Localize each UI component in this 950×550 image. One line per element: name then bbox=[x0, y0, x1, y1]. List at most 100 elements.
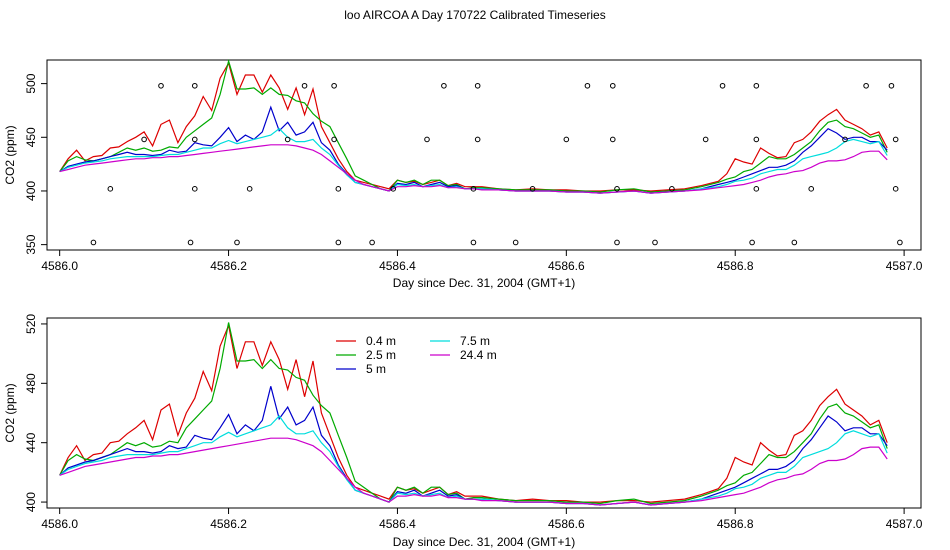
x-axis: 4586.0 4586.2 4586.4 4586.6 4586.8 4587.0 bbox=[41, 250, 923, 273]
data-point bbox=[669, 186, 675, 192]
data-point bbox=[512, 239, 519, 246]
y-tick-label: 520 bbox=[24, 314, 38, 334]
x-tick-label: 4586.8 bbox=[717, 259, 754, 273]
data-point bbox=[424, 136, 430, 143]
data-point bbox=[614, 239, 620, 246]
data-point bbox=[470, 239, 477, 246]
y-tick-label: 400 bbox=[24, 492, 38, 512]
data-point bbox=[331, 136, 337, 143]
data-point bbox=[335, 186, 342, 192]
data-point bbox=[441, 82, 447, 89]
chart-panel-bottom: 4586.0 4586.2 4586.4 4586.6 4586.8 4587.0 400… bbox=[3, 314, 923, 549]
legend-label: 24.4 m bbox=[460, 348, 497, 362]
series-line-5-m bbox=[59, 386, 888, 506]
data-point bbox=[158, 82, 164, 89]
data-point bbox=[808, 186, 815, 192]
data-point bbox=[474, 82, 481, 89]
data-point bbox=[652, 239, 658, 246]
data-point bbox=[609, 136, 616, 143]
series-line-0-4-m bbox=[59, 323, 888, 503]
x-axis-label: Day since Dec. 31, 2004 (GMT+1) bbox=[393, 535, 575, 549]
series-line-5-m bbox=[59, 105, 888, 194]
data-point bbox=[584, 82, 591, 89]
data-point bbox=[107, 186, 114, 192]
plot-frame bbox=[46, 59, 922, 251]
plot-frame bbox=[46, 317, 922, 509]
x-tick-label: 4586.8 bbox=[717, 517, 754, 531]
x-tick-label: 4587.0 bbox=[886, 259, 923, 273]
series-line-24-4-m bbox=[59, 144, 888, 194]
y-axis-label: CO2 (ppm) bbox=[3, 383, 17, 442]
series-line-2-5-m bbox=[59, 58, 888, 193]
data-point bbox=[753, 82, 760, 89]
legend-label: 7.5 m bbox=[460, 334, 490, 348]
x-tick-label: 4586.4 bbox=[379, 517, 416, 531]
x-axis-label: Day since Dec. 31, 2004 (GMT+1) bbox=[393, 276, 575, 290]
data-point bbox=[749, 239, 755, 246]
x-tick-label: 4586.2 bbox=[210, 517, 247, 531]
data-point bbox=[470, 186, 477, 192]
page-title: loo AIRCOA A Day 170722 Calibrated Times… bbox=[344, 8, 606, 22]
series-line-7-5-m bbox=[59, 127, 888, 194]
data-point bbox=[563, 136, 570, 143]
data-point bbox=[719, 82, 726, 89]
data-point bbox=[753, 186, 760, 192]
data-point bbox=[888, 82, 895, 89]
data-point bbox=[335, 239, 342, 246]
data-point bbox=[892, 186, 899, 192]
data-point bbox=[191, 82, 198, 89]
data-point bbox=[892, 136, 899, 143]
data-point bbox=[390, 186, 397, 192]
legend-label: 2.5 m bbox=[366, 348, 396, 362]
data-point bbox=[609, 82, 616, 89]
series-line-24-4-m bbox=[59, 437, 888, 506]
x-tick-label: 4586.6 bbox=[548, 259, 585, 273]
chart-panel-top: 4586.0 4586.2 4586.4 4586.6 4586.8 4587.0 350… bbox=[3, 58, 923, 290]
y-tick-label: 480 bbox=[24, 373, 38, 393]
x-tick-label: 4586.4 bbox=[379, 259, 416, 273]
data-point bbox=[234, 239, 240, 246]
x-tick-label: 4587.0 bbox=[886, 517, 923, 531]
x-tick-label: 4586.0 bbox=[41, 259, 78, 273]
y-tick-label: 500 bbox=[24, 73, 38, 93]
data-point bbox=[90, 239, 97, 246]
data-point bbox=[369, 239, 375, 246]
data-point bbox=[301, 82, 308, 89]
series-group bbox=[59, 58, 888, 194]
data-point bbox=[141, 136, 147, 143]
points-group bbox=[90, 82, 903, 246]
y-axis: 350 400 450 500 bbox=[24, 73, 47, 255]
data-point bbox=[187, 239, 194, 246]
x-axis: 4586.0 4586.2 4586.4 4586.6 4586.8 4587.0 bbox=[41, 508, 923, 531]
data-point bbox=[791, 239, 798, 246]
data-point bbox=[702, 136, 709, 143]
data-point bbox=[331, 82, 337, 89]
y-axis-label: CO2 (ppm) bbox=[3, 125, 17, 184]
x-tick-label: 4586.2 bbox=[210, 259, 247, 273]
data-point bbox=[753, 136, 760, 143]
series-line-0-4-m bbox=[59, 61, 888, 192]
data-point bbox=[863, 82, 869, 89]
data-point bbox=[246, 186, 253, 192]
legend-label: 5 m bbox=[366, 362, 386, 376]
data-point bbox=[191, 136, 198, 143]
legend: 0.4 m2.5 m5 m 7.5 m24.4 m bbox=[336, 334, 497, 376]
series-group bbox=[59, 322, 888, 506]
data-point bbox=[191, 186, 198, 192]
data-point bbox=[474, 136, 481, 143]
data-point bbox=[529, 186, 536, 192]
series-line-2-5-m bbox=[59, 322, 888, 505]
x-tick-label: 4586.0 bbox=[41, 517, 78, 531]
data-point bbox=[897, 239, 903, 246]
data-point bbox=[614, 186, 620, 192]
data-point bbox=[284, 136, 291, 143]
x-tick-label: 4586.6 bbox=[548, 517, 585, 531]
series-line-7-5-m bbox=[59, 415, 888, 506]
y-tick-label: 350 bbox=[24, 234, 38, 254]
y-axis: 400 440 480 520 bbox=[24, 314, 47, 512]
legend-label: 0.4 m bbox=[366, 334, 396, 348]
data-point bbox=[842, 136, 848, 143]
y-tick-label: 440 bbox=[24, 432, 38, 452]
y-tick-label: 400 bbox=[24, 181, 38, 201]
